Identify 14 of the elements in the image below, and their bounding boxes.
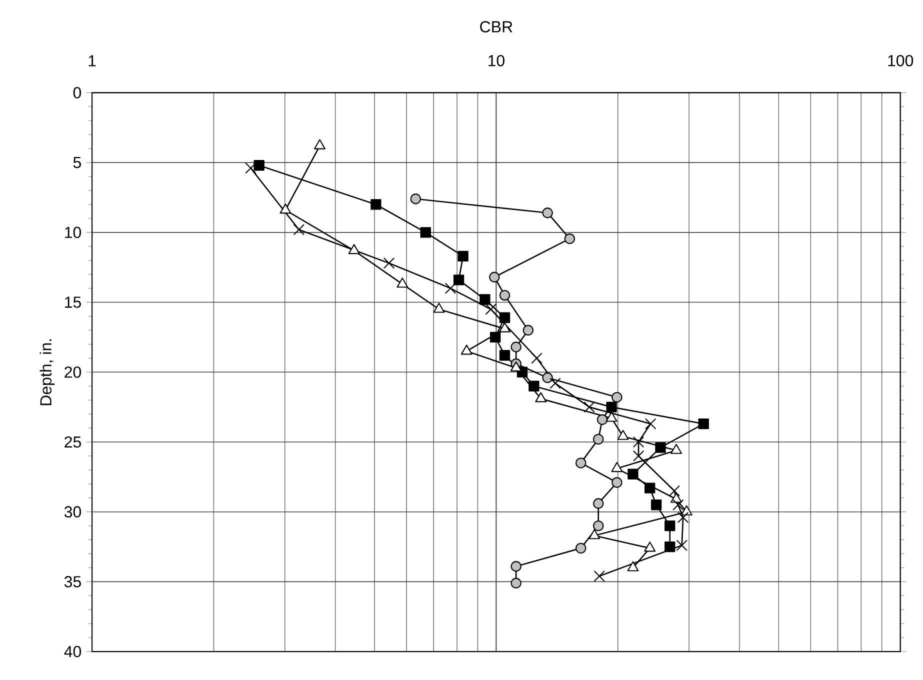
y-tick-label: 30	[64, 506, 82, 518]
y-tick-label: 10	[65, 226, 82, 238]
y-tick-label: 40	[64, 646, 82, 658]
x-tick-label: 1	[88, 55, 96, 66]
y-tick-label: 15	[65, 296, 81, 308]
y-tick-label: 35	[64, 576, 81, 588]
y-tick-label: 0	[73, 86, 82, 98]
y-tick-label: 20	[64, 366, 82, 378]
y-tick-label: 5	[73, 156, 81, 168]
x-axis-title: CBR	[480, 21, 512, 32]
y-tick-label: 25	[64, 436, 81, 448]
x-tick-label: 10	[488, 54, 504, 66]
y-axis-title: Depth, in.	[40, 339, 55, 405]
x-tick-label: 100	[888, 54, 914, 66]
